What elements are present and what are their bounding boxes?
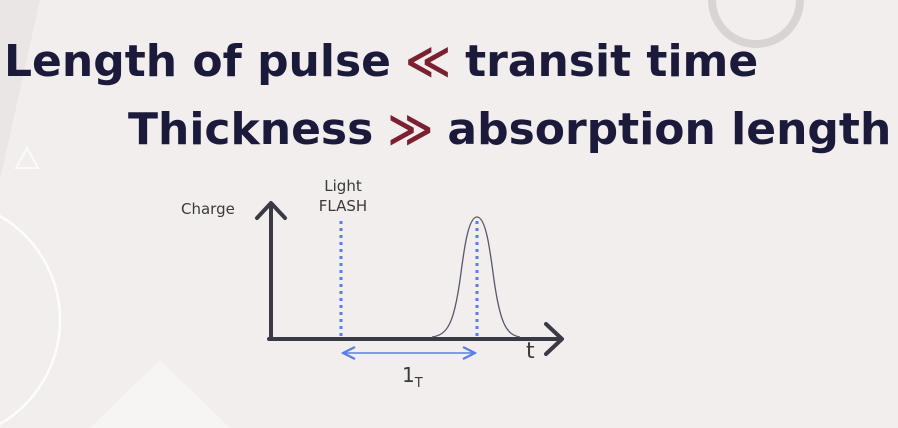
transit-time-label-main: 1 — [402, 363, 415, 387]
background-shapes — [0, 0, 804, 426]
transit-time-label-subscript: T — [414, 376, 423, 391]
x-axis-arrowhead — [544, 322, 564, 356]
flash-label-line-1: Light — [324, 177, 362, 195]
heading-2-left: Thickness — [128, 104, 374, 155]
y-axis-arrowhead — [255, 201, 287, 220]
y-axis-label: Charge — [181, 200, 235, 218]
heading-1-left: Length of pulse — [4, 36, 391, 87]
charge-pulse-curve — [431, 216, 521, 338]
heading-line-2: Thickness ≫ absorption length — [128, 104, 891, 155]
heading-1-right: transit time — [465, 36, 759, 87]
much-greater-than-symbol: ≫ — [387, 104, 434, 155]
much-less-than-symbol: ≪ — [405, 36, 452, 87]
heading-2-right: absorption length — [447, 104, 892, 155]
heading-line-1: Length of pulse ≪ transit time — [4, 36, 758, 87]
transit-time-label: 1T — [402, 363, 423, 391]
x-axis-label: t — [526, 339, 535, 364]
axes — [255, 201, 564, 356]
flash-label-line-2: FLASH — [319, 197, 367, 215]
